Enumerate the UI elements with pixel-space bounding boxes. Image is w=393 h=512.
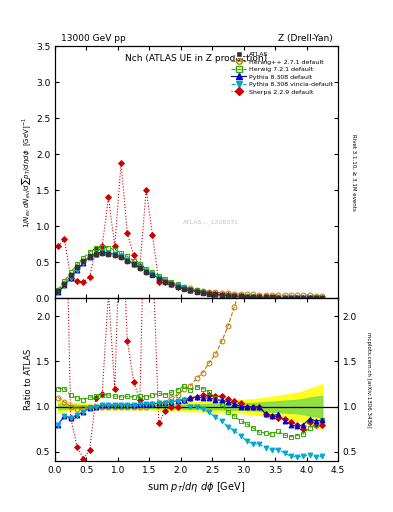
Y-axis label: mcplots.cern.ch [arXiv:1306.3436]: mcplots.cern.ch [arXiv:1306.3436] [365,332,371,428]
Text: Z (Drell-Yan): Z (Drell-Yan) [277,34,332,44]
Text: Nch (ATLAS UE in Z production): Nch (ATLAS UE in Z production) [125,54,268,62]
Y-axis label: Ratio to ATLAS: Ratio to ATLAS [24,349,33,410]
Text: 13000 GeV pp: 13000 GeV pp [61,34,125,44]
Text: ATLAS..._1226531: ATLAS..._1226531 [183,220,239,225]
Y-axis label: $1/N_{ev}\ dN_{ev}/d\sum p_T/d\eta d\phi$  [GeV]$^{-1}$: $1/N_{ev}\ dN_{ev}/d\sum p_T/d\eta d\phi… [20,117,33,227]
Legend: ATLAS, Herwig++ 2.7.1 default, Herwig 7.2.1 default, Pythia 8.308 default, Pythi: ATLAS, Herwig++ 2.7.1 default, Herwig 7.… [229,49,335,96]
Y-axis label: Rivet 3.1.10, ≥ 3.1M events: Rivet 3.1.10, ≥ 3.1M events [351,134,356,210]
X-axis label: sum $p_T/d\eta\ d\phi$ [GeV]: sum $p_T/d\eta\ d\phi$ [GeV] [147,480,246,494]
